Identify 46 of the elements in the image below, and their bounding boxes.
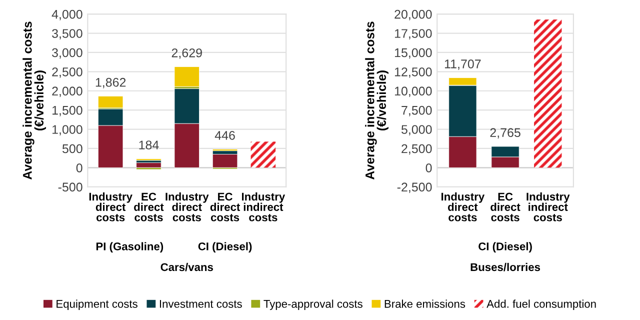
x-tick-label: Industry indirect costs (526, 192, 570, 222)
legend-label: Investment costs (160, 300, 242, 308)
y-tick-label: 1,500 (52, 106, 82, 116)
y-tick-label: -2,500 (397, 182, 432, 194)
y-tick-label: 20,000 (394, 10, 432, 20)
y-tick-label: 2,500 (52, 67, 82, 78)
y-tick-label: 0 (76, 163, 82, 172)
x-tick-label: Industry direct costs (166, 192, 209, 222)
text: CI (Diesel) (478, 242, 532, 253)
y-tick-label: 0 (426, 163, 432, 172)
x-tick-label: Industry direct costs (89, 192, 132, 222)
text: Buses/lorries (470, 262, 540, 272)
x-tick-label: EC direct costs (210, 192, 240, 222)
total-label: 11,707 (444, 60, 481, 70)
total-label: 2,629 (172, 48, 202, 59)
legend-label: Type-approval costs (264, 300, 362, 310)
text: CI (Diesel) (198, 242, 252, 253)
text: PI (Gasoline) (96, 242, 164, 253)
legend-label: Brake emissions (384, 300, 466, 308)
y-axis-title: Average incremental costs (€/vehicle) (22, 22, 46, 180)
text: Cars/vans (160, 262, 213, 272)
y-tick-label: 10,000 (394, 86, 432, 98)
y-tick-label: 17,500 (394, 29, 432, 40)
y-tick-label: 7,500 (402, 106, 432, 116)
legend-label: Equipment costs (56, 300, 138, 310)
x-tick-label: EC direct costs (490, 192, 520, 222)
total-label: 184 (139, 140, 159, 150)
y-tick-label: 3,500 (52, 29, 82, 40)
y-tick-label: 15,000 (394, 48, 432, 59)
y-tick-label: -500 (58, 182, 82, 192)
y-tick-label: 2,000 (52, 86, 82, 98)
y-axis-title: Average incremental costs (€/vehicle) (365, 22, 388, 180)
total-label: 446 (214, 130, 235, 140)
y-tick-label: 1,000 (52, 125, 82, 136)
total-label: 1,862 (96, 78, 126, 88)
x-tick-label: EC direct costs (134, 192, 164, 222)
total-label: 2,765 (490, 128, 520, 139)
legend-label: Add. fuel consumption (486, 300, 596, 310)
y-tick-label: 2,500 (402, 144, 432, 155)
y-tick-label: 500 (62, 144, 82, 154)
x-tick-label: Industry direct costs (442, 192, 485, 222)
y-tick-label: 4,000 (52, 10, 82, 20)
y-tick-label: 3,000 (52, 48, 82, 59)
x-tick-label: Industry indirect costs (242, 192, 286, 222)
y-tick-label: 12,500 (394, 67, 432, 78)
y-tick-label: 5,000 (401, 125, 432, 136)
